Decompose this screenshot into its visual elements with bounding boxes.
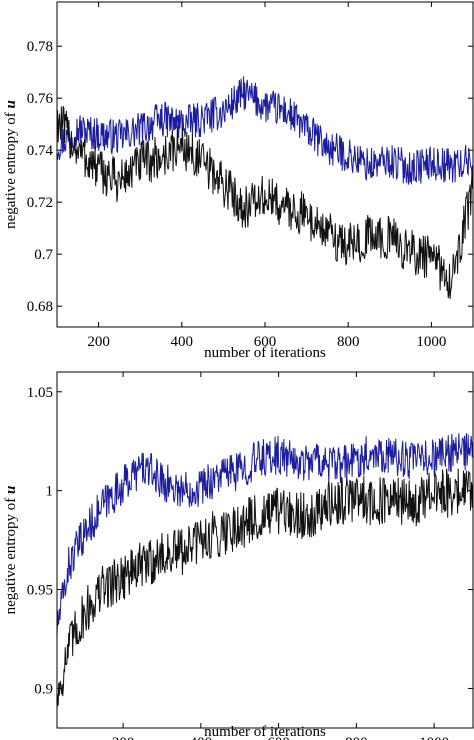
y-axis-label: negative entropy of u [3, 486, 19, 615]
black-series-line [56, 106, 474, 300]
top-chart-panel: 200 400 600 800 1000 0.68 0.7 0.72 0.74 0.76 0.78 n… [3, 1, 474, 361]
x-tick-label: 1000 [416, 334, 446, 350]
y-axis-label-symbol: u [3, 100, 19, 108]
x-tick-label: 800 [337, 334, 360, 350]
y-tick-label: 0.68 [27, 299, 53, 315]
x-tick-label: 800 [345, 735, 368, 740]
y-tick-label: 1.05 [27, 385, 53, 401]
x-tick-label: 600 [254, 334, 277, 350]
x-tick-label: 400 [190, 735, 213, 740]
bottom-chart-panel: 200 400 600 800 1000 0.9 0.95 1 1.05 number of it… [3, 371, 474, 740]
x-tick-label: 200 [87, 334, 110, 350]
x-tick-label: 1000 [419, 735, 449, 740]
x-axis-label: number of iterations [204, 345, 326, 361]
y-axis-label-text: negative entropy of [3, 494, 19, 614]
blue-series-line [56, 433, 474, 638]
x-tick-label: 200 [112, 735, 135, 740]
y-axis-label-symbol: u [3, 486, 19, 494]
y-axis-label: negative entropy of u [3, 100, 19, 229]
y-axis-label-text: negative entropy of [3, 108, 19, 228]
black-series-line [56, 468, 474, 709]
y-tick-label: 0.74 [27, 143, 54, 159]
y-tick-label: 0.76 [27, 91, 54, 107]
y-tick-label: 0.95 [27, 583, 53, 599]
y-tick-label: 1 [46, 484, 54, 500]
y-tick-label: 0.7 [34, 247, 53, 263]
x-axis-label: number of iterations [204, 724, 326, 740]
y-tick-label: 0.72 [27, 195, 53, 211]
plot-frame [56, 1, 474, 328]
plot-frame [56, 371, 474, 729]
x-tick-label: 600 [267, 735, 290, 740]
y-tick-label: 0.78 [27, 39, 53, 55]
y-tick-label: 0.9 [34, 681, 53, 697]
blue-series-line [56, 76, 474, 185]
x-tick-label: 400 [171, 334, 194, 350]
